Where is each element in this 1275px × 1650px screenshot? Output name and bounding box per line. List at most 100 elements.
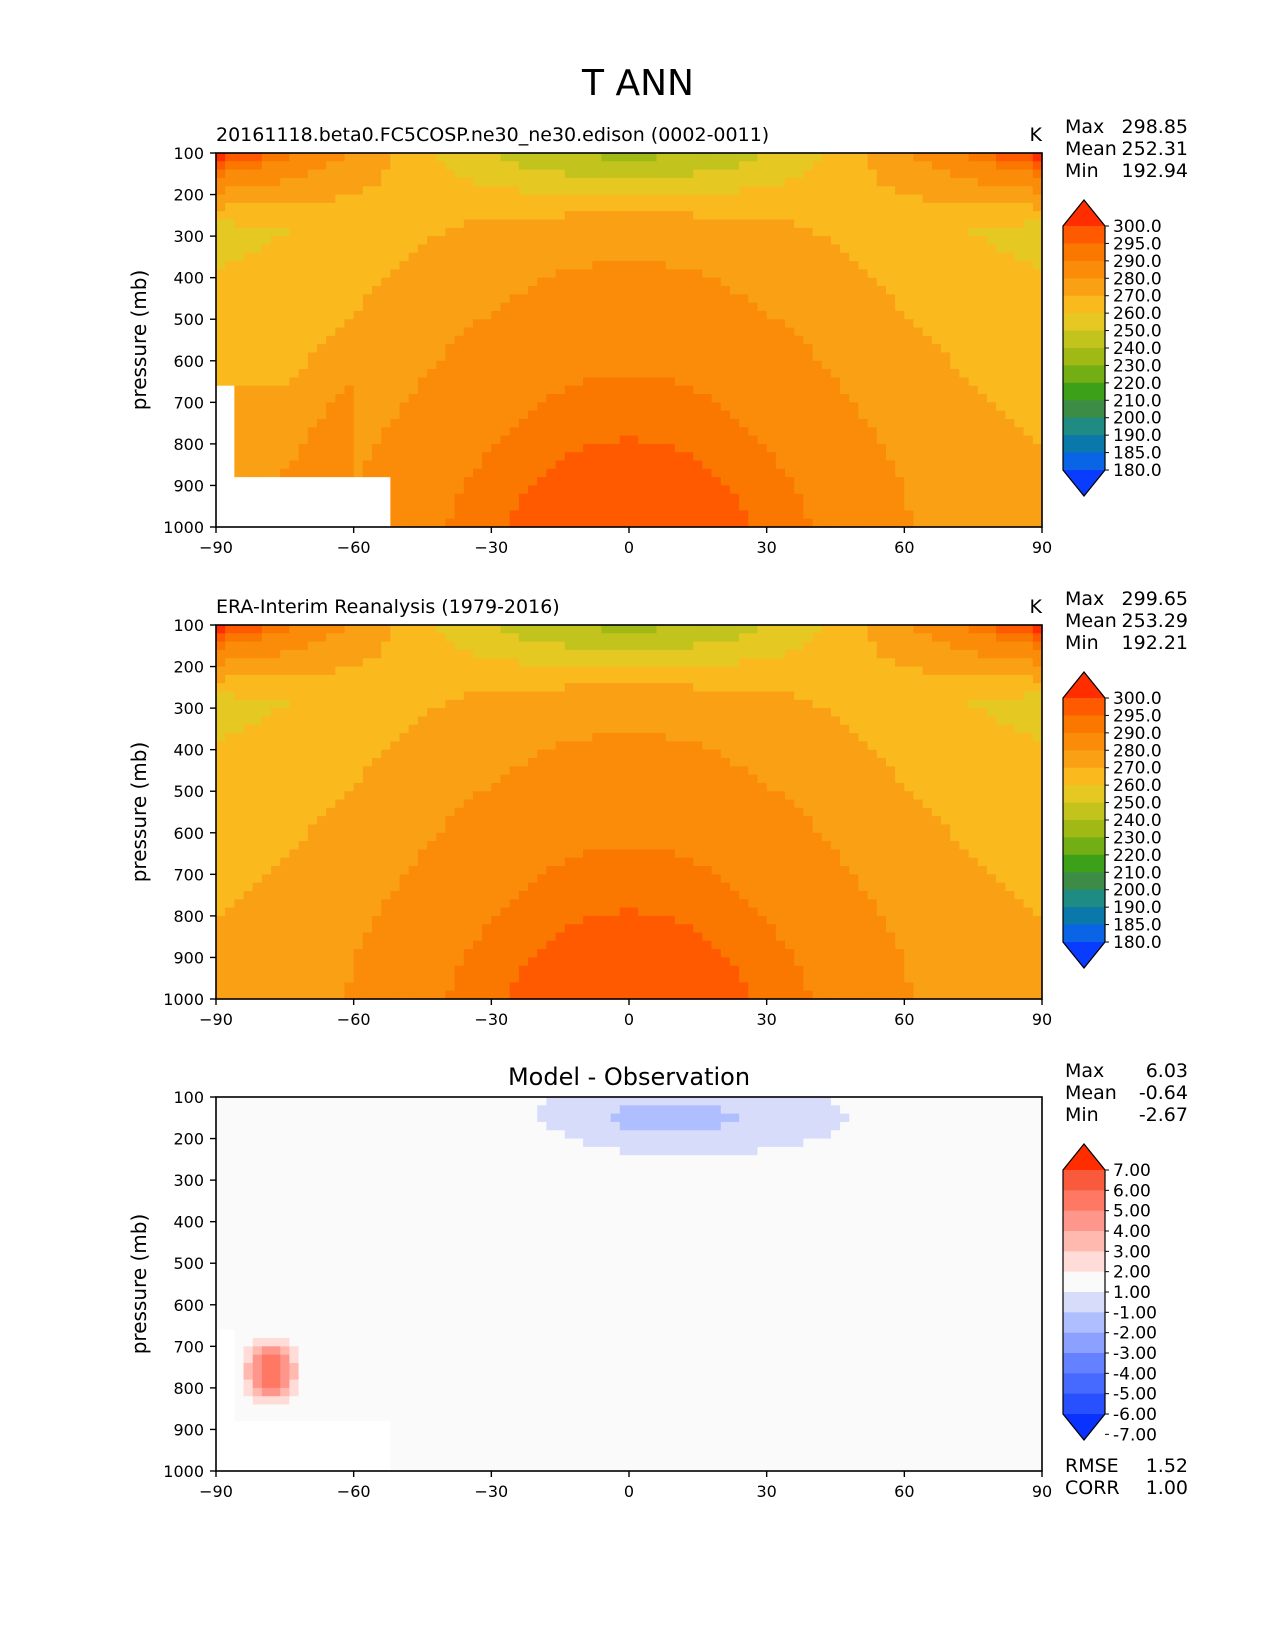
heatmap-cell bbox=[693, 518, 704, 528]
heatmap-cell bbox=[849, 468, 860, 478]
heatmap-cell bbox=[950, 261, 960, 270]
heatmap-cell bbox=[996, 302, 1006, 312]
heatmap-cell bbox=[885, 177, 896, 187]
heatmap-cell bbox=[298, 733, 309, 742]
heatmap-cell bbox=[729, 227, 740, 237]
heatmap-cell bbox=[225, 641, 235, 651]
heatmap-cell bbox=[298, 857, 309, 867]
heatmap-cell bbox=[261, 674, 272, 684]
heatmap-cell bbox=[316, 186, 327, 196]
heatmap-cell bbox=[353, 807, 364, 817]
heatmap-cell bbox=[307, 477, 318, 487]
heatmap-cell bbox=[289, 857, 300, 867]
heatmap-cell bbox=[959, 344, 970, 354]
heatmap-cell bbox=[234, 633, 245, 643]
heatmap-cell bbox=[592, 285, 603, 295]
heatmap-cell bbox=[959, 418, 970, 428]
heatmap-cell bbox=[472, 468, 483, 478]
heatmap-cell bbox=[729, 211, 740, 221]
heatmap-cell bbox=[445, 244, 456, 254]
heatmap-cell bbox=[904, 327, 915, 337]
heatmap-cell bbox=[821, 402, 832, 412]
heatmap-cell bbox=[280, 633, 291, 643]
heatmap-cell bbox=[298, 460, 309, 470]
heatmap-cell bbox=[1032, 211, 1043, 221]
heatmap-cell bbox=[766, 452, 777, 462]
heatmap-cell bbox=[335, 816, 346, 826]
heatmap-cell bbox=[216, 674, 226, 684]
heatmap-cell bbox=[390, 227, 401, 237]
heatmap-cell bbox=[684, 360, 694, 370]
heatmap-cell bbox=[941, 377, 951, 387]
heatmap-cell bbox=[463, 418, 474, 428]
heatmap-cell bbox=[794, 277, 804, 287]
heatmap-cell bbox=[785, 435, 795, 445]
heatmap-cell bbox=[867, 394, 878, 403]
heatmap-cell bbox=[252, 518, 263, 528]
heatmap-cell bbox=[417, 244, 428, 254]
heatmap-cell bbox=[711, 468, 722, 478]
heatmap-cell bbox=[803, 236, 814, 246]
heatmap-cell bbox=[372, 252, 382, 262]
heatmap-cell bbox=[812, 418, 823, 428]
heatmap-cell bbox=[482, 169, 492, 179]
heatmap-cell bbox=[830, 502, 841, 511]
heatmap-cell bbox=[353, 924, 364, 934]
heatmap-cell bbox=[867, 211, 878, 221]
heatmap-cell bbox=[922, 452, 933, 462]
heatmap-cell bbox=[757, 236, 768, 246]
heatmap-cell bbox=[583, 252, 593, 262]
heatmap-cell bbox=[509, 377, 520, 387]
heatmap-cell bbox=[858, 227, 869, 237]
heatmap-cell bbox=[427, 277, 437, 287]
heatmap-cell bbox=[720, 344, 731, 354]
heatmap-cell bbox=[573, 502, 584, 511]
heatmap-cell bbox=[564, 327, 575, 337]
heatmap-cell bbox=[1005, 319, 1016, 329]
heatmap-cell bbox=[950, 360, 960, 370]
heatmap-cell bbox=[867, 219, 878, 229]
heatmap-cell bbox=[959, 410, 970, 420]
heatmap-cell bbox=[463, 485, 474, 495]
heatmap-cell bbox=[647, 335, 658, 345]
heatmap-cell bbox=[693, 211, 704, 221]
heatmap-cell bbox=[803, 285, 814, 295]
heatmap-cell bbox=[922, 518, 933, 528]
heatmap-cell bbox=[702, 269, 713, 279]
heatmap-cell bbox=[390, 502, 401, 511]
heatmap-cell bbox=[216, 502, 226, 511]
heatmap-cell bbox=[372, 766, 382, 776]
heatmap-cell bbox=[555, 335, 566, 345]
heatmap-cell bbox=[674, 310, 685, 320]
heatmap-cell bbox=[711, 219, 722, 229]
heatmap-cell bbox=[381, 169, 391, 179]
heatmap-cell bbox=[647, 402, 658, 412]
heatmap-cell bbox=[234, 344, 245, 354]
heatmap-cell bbox=[904, 502, 915, 511]
heatmap-cell bbox=[326, 518, 336, 528]
heatmap-cell bbox=[647, 468, 658, 478]
heatmap-cell bbox=[271, 344, 281, 354]
heatmap-cell bbox=[629, 269, 639, 279]
heatmap-cell bbox=[280, 360, 291, 370]
heatmap-cell bbox=[216, 385, 226, 395]
heatmap-cell bbox=[803, 344, 814, 354]
heatmap-cell bbox=[739, 344, 749, 354]
heatmap-cell bbox=[748, 335, 759, 345]
heatmap-cell bbox=[757, 319, 768, 329]
heatmap-cell bbox=[913, 377, 924, 387]
heatmap-cell bbox=[335, 335, 346, 345]
heatmap-cell bbox=[840, 244, 850, 254]
heatmap-cell bbox=[601, 277, 612, 287]
heatmap-cell bbox=[785, 169, 795, 179]
heatmap-cell bbox=[518, 394, 529, 403]
heatmap-cell bbox=[372, 716, 382, 726]
heatmap-cell bbox=[362, 302, 373, 312]
heatmap-cell bbox=[252, 841, 263, 850]
heatmap-cell bbox=[472, 269, 483, 279]
heatmap-cell bbox=[335, 899, 346, 909]
heatmap-cell bbox=[234, 518, 245, 528]
heatmap-cell bbox=[638, 335, 648, 345]
heatmap-cell bbox=[234, 866, 245, 875]
heatmap-cell bbox=[528, 169, 538, 179]
